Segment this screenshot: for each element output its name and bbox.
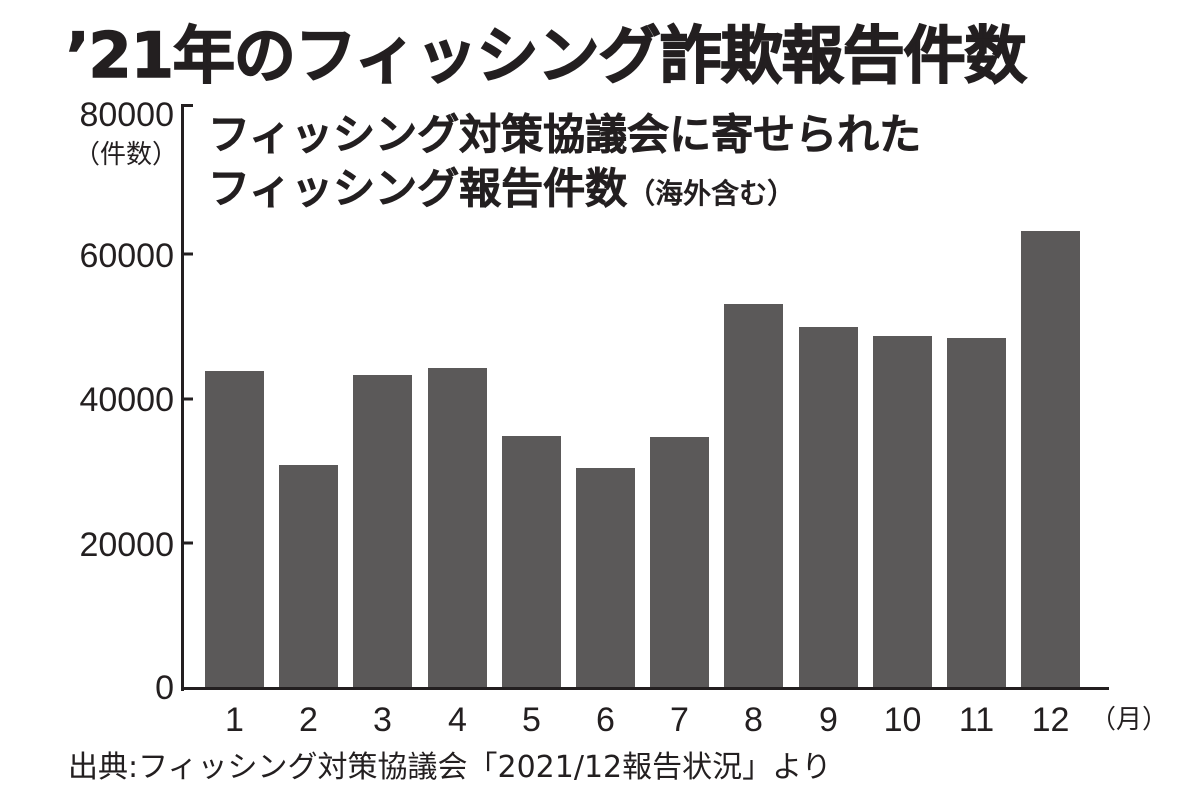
x-axis-unit-label: （月） [1090, 705, 1169, 735]
bar-month-10 [873, 336, 932, 688]
bar-month-6 [576, 468, 635, 688]
bar-month-11 [947, 338, 1006, 688]
x-tick-label-8: 8 [744, 701, 763, 739]
y-tick-label-80000: 80000 [79, 96, 174, 134]
x-tick-label-12: 12 [1031, 701, 1070, 739]
x-tick-label-6: 6 [596, 701, 615, 739]
bar-month-9 [799, 327, 858, 688]
x-tick-label-9: 9 [819, 701, 838, 739]
x-tick-label-4: 4 [448, 701, 467, 739]
y-tick-mark-40000 [181, 397, 193, 401]
source-note: 出典:フィッシング対策協議会「2021/12報告状況」より [68, 750, 832, 785]
y-tick-label-60000: 60000 [79, 237, 174, 275]
y-axis-top-cap [181, 104, 193, 107]
subtitle-line-2: フィッシング報告件数（海外含む） [208, 162, 921, 221]
bar-month-12 [1021, 231, 1080, 688]
x-tick-label-2: 2 [299, 701, 318, 739]
y-tick-mark-60000 [181, 252, 193, 256]
bar-month-3 [353, 375, 412, 688]
x-tick-label-1: 1 [225, 701, 244, 739]
x-tick-label-5: 5 [522, 701, 541, 739]
y-tick-label-20000: 20000 [79, 526, 174, 564]
subtitle-line-1: フィッシング対策協議会に寄せられた [208, 110, 922, 160]
chart-subtitle: フィッシング対策協議会に寄せられた フィッシング報告件数（海外含む） [208, 108, 922, 221]
y-tick-mark-20000 [181, 541, 193, 545]
chart-title: ’21年のフィッシング詐欺報告件数 [65, 18, 1027, 93]
x-tick-label-7: 7 [670, 701, 689, 739]
y-tick-label-40000: 40000 [79, 381, 174, 419]
bar-month-4 [428, 368, 487, 688]
bar-month-2 [279, 465, 338, 688]
subtitle-line-2-text: フィッシング報告件数 [208, 164, 628, 214]
bar-month-1 [205, 371, 264, 688]
bar-month-8 [724, 304, 783, 688]
bar-month-7 [650, 437, 709, 688]
x-tick-label-11: 11 [958, 701, 995, 739]
bar-month-5 [502, 436, 561, 688]
y-axis-unit-label: （件数） [74, 140, 179, 170]
x-tick-label-10: 10 [883, 701, 922, 739]
x-axis-line [181, 687, 1109, 690]
y-tick-label-0: 0 [155, 669, 174, 707]
x-tick-label-3: 3 [373, 701, 392, 739]
subtitle-note: （海外含む） [627, 177, 796, 210]
